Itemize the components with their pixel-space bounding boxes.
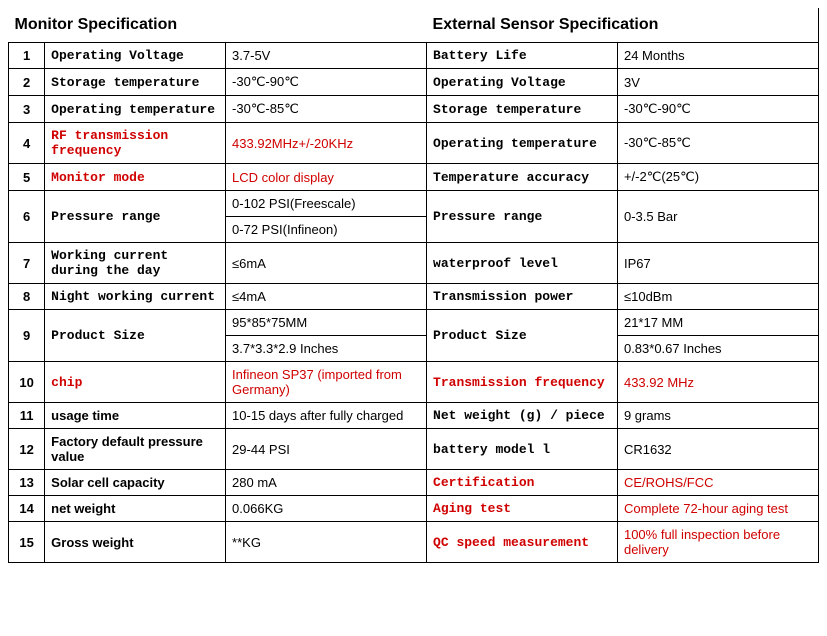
table-row: 15Gross weight**KGQC speed measurement10… — [9, 522, 819, 563]
sensor-value: +/-2℃(25℃) — [617, 164, 818, 191]
monitor-label: Night working current — [45, 284, 226, 310]
monitor-label: Operating Voltage — [45, 43, 226, 69]
row-number: 4 — [9, 123, 45, 164]
header-monitor: Monitor Specification — [9, 8, 427, 43]
sensor-label: Temperature accuracy — [427, 164, 618, 191]
row-number: 9 — [9, 310, 45, 362]
table-row: 3Operating temperature-30℃-85℃Storage te… — [9, 96, 819, 123]
sensor-label: Pressure range — [427, 191, 618, 243]
monitor-value: 433.92MHz+/-20KHz — [226, 123, 427, 164]
table-row: 4RF transmission frequency433.92MHz+/-20… — [9, 123, 819, 164]
sensor-label: Transmission frequency — [427, 362, 618, 403]
sensor-value: 21*17 MM — [617, 310, 818, 336]
row-number: 5 — [9, 164, 45, 191]
table-row: 14net weight0.066KGAging testComplete 72… — [9, 496, 819, 522]
sensor-label: waterproof level — [427, 243, 618, 284]
row-number: 12 — [9, 429, 45, 470]
table-row: 12Factory default pressure value29-44 PS… — [9, 429, 819, 470]
sensor-value: IP67 — [617, 243, 818, 284]
sensor-label: Operating temperature — [427, 123, 618, 164]
sensor-label: Aging test — [427, 496, 618, 522]
row-number: 1 — [9, 43, 45, 69]
table-row: 11usage time10-15 days after fully charg… — [9, 403, 819, 429]
monitor-value-2: 0-72 PSI(Infineon) — [226, 217, 427, 243]
monitor-value: 3.7-5V — [226, 43, 427, 69]
sensor-value: 24 Months — [617, 43, 818, 69]
table-row: 2Storage temperature-30℃-90℃Operating Vo… — [9, 69, 819, 96]
monitor-value: -30℃-90℃ — [226, 69, 427, 96]
monitor-value: 0-102 PSI(Freescale) — [226, 191, 427, 217]
sensor-value: -30℃-90℃ — [617, 96, 818, 123]
sensor-value: 9 grams — [617, 403, 818, 429]
table-row: 13Solar cell capacity280 mACertification… — [9, 470, 819, 496]
table-row: 7Working current during the day≤6mAwater… — [9, 243, 819, 284]
table-row: 1Operating Voltage3.7-5VBattery Life24 M… — [9, 43, 819, 69]
monitor-value-2: 3.7*3.3*2.9 Inches — [226, 336, 427, 362]
sensor-label: Certification — [427, 470, 618, 496]
row-number: 2 — [9, 69, 45, 96]
monitor-label: Factory default pressure value — [45, 429, 226, 470]
sensor-value-2: 0.83*0.67 Inches — [617, 336, 818, 362]
table-row: 6Pressure range0-102 PSI(Freescale)Press… — [9, 191, 819, 217]
table-row: 8Night working current≤4mATransmission p… — [9, 284, 819, 310]
sensor-label: Storage temperature — [427, 96, 618, 123]
sensor-label: battery model l — [427, 429, 618, 470]
sensor-label: Battery Life — [427, 43, 618, 69]
table-row: 10chipInfineon SP37 (imported from Germa… — [9, 362, 819, 403]
monitor-value: 95*85*75MM — [226, 310, 427, 336]
monitor-label: chip — [45, 362, 226, 403]
row-number: 15 — [9, 522, 45, 563]
monitor-label: Operating temperature — [45, 96, 226, 123]
monitor-value: LCD color display — [226, 164, 427, 191]
header-sensor: External Sensor Specification — [427, 8, 819, 43]
monitor-value: ≤4mA — [226, 284, 427, 310]
row-number: 3 — [9, 96, 45, 123]
sensor-label: QC speed measurement — [427, 522, 618, 563]
sensor-value: 3V — [617, 69, 818, 96]
monitor-value: ≤6mA — [226, 243, 427, 284]
sensor-label: Transmission power — [427, 284, 618, 310]
monitor-value: 280 mA — [226, 470, 427, 496]
monitor-value: Infineon SP37 (imported from Germany) — [226, 362, 427, 403]
sensor-value: ≤10dBm — [617, 284, 818, 310]
monitor-value: 0.066KG — [226, 496, 427, 522]
monitor-label: net weight — [45, 496, 226, 522]
monitor-value: -30℃-85℃ — [226, 96, 427, 123]
monitor-label: usage time — [45, 403, 226, 429]
row-number: 11 — [9, 403, 45, 429]
row-number: 8 — [9, 284, 45, 310]
sensor-value: CE/ROHS/FCC — [617, 470, 818, 496]
monitor-label: Monitor mode — [45, 164, 226, 191]
table-row: 5Monitor modeLCD color displayTemperatur… — [9, 164, 819, 191]
monitor-value: **KG — [226, 522, 427, 563]
monitor-label: Storage temperature — [45, 69, 226, 96]
monitor-label: Pressure range — [45, 191, 226, 243]
sensor-value: CR1632 — [617, 429, 818, 470]
sensor-value: Complete 72-hour aging test — [617, 496, 818, 522]
row-number: 10 — [9, 362, 45, 403]
monitor-label: RF transmission frequency — [45, 123, 226, 164]
monitor-label: Working current during the day — [45, 243, 226, 284]
table-row: 9Product Size95*85*75MMProduct Size21*17… — [9, 310, 819, 336]
sensor-value: -30℃-85℃ — [617, 123, 818, 164]
monitor-label: Gross weight — [45, 522, 226, 563]
sensor-value: 433.92 MHz — [617, 362, 818, 403]
row-number: 13 — [9, 470, 45, 496]
spec-table: Monitor SpecificationExternal Sensor Spe… — [8, 8, 819, 563]
monitor-value: 10-15 days after fully charged — [226, 403, 427, 429]
sensor-label: Net weight (g) / piece — [427, 403, 618, 429]
row-number: 7 — [9, 243, 45, 284]
monitor-label: Product Size — [45, 310, 226, 362]
sensor-value: 100% full inspection before delivery — [617, 522, 818, 563]
row-number: 6 — [9, 191, 45, 243]
sensor-value: 0-3.5 Bar — [617, 191, 818, 243]
monitor-label: Solar cell capacity — [45, 470, 226, 496]
row-number: 14 — [9, 496, 45, 522]
sensor-label: Product Size — [427, 310, 618, 362]
sensor-label: Operating Voltage — [427, 69, 618, 96]
monitor-value: 29-44 PSI — [226, 429, 427, 470]
